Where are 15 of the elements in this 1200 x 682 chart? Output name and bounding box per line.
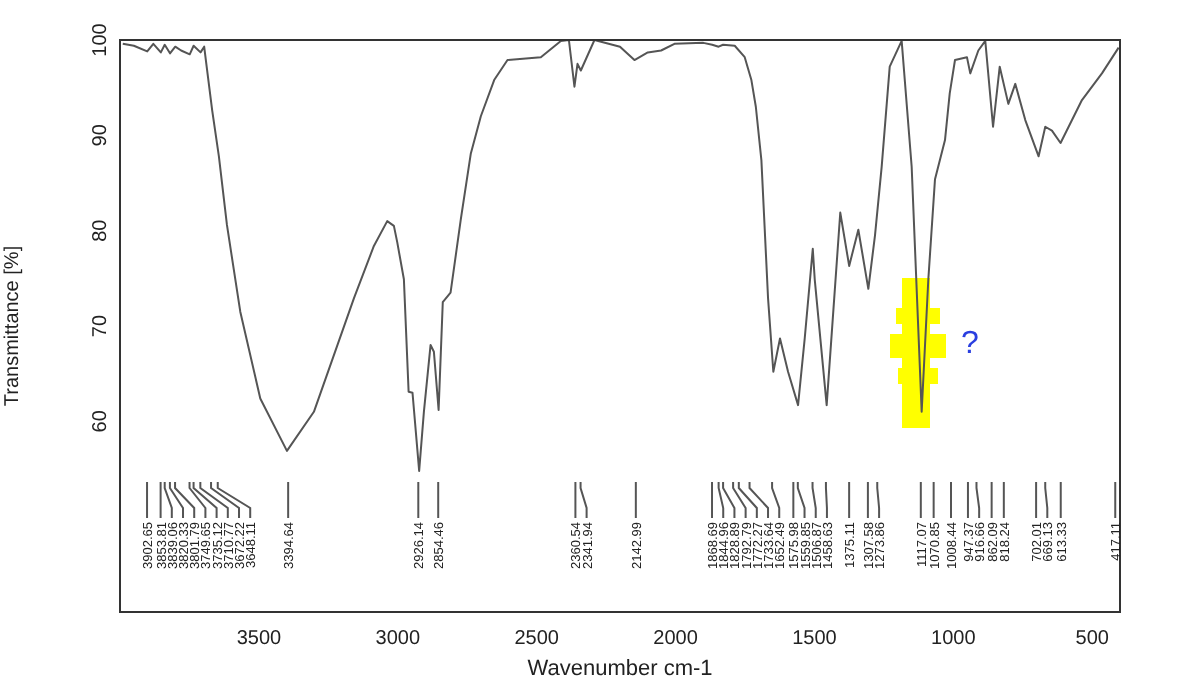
x-tick-label: 2000 bbox=[653, 627, 699, 650]
y-tick-label: 100 bbox=[89, 22, 112, 57]
y-tick-label: 90 bbox=[89, 123, 112, 147]
x-tick-label: 1000 bbox=[931, 627, 977, 650]
y-tick-label: 70 bbox=[89, 314, 112, 338]
x-tick-label: 3000 bbox=[375, 627, 421, 650]
x-tick-label: 2500 bbox=[514, 627, 560, 650]
y-axis-title: Transmittance [%] bbox=[1, 245, 24, 407]
annotation: ? bbox=[961, 326, 980, 361]
y-tick-label: 80 bbox=[89, 218, 112, 242]
x-tick-label: 500 bbox=[1075, 627, 1110, 650]
y-tick-label: 60 bbox=[89, 409, 112, 433]
x-tick-label: 1500 bbox=[792, 627, 838, 650]
x-tick-label: 3500 bbox=[236, 627, 283, 650]
x-axis-title: Wavenumber cm-1 bbox=[527, 656, 713, 681]
